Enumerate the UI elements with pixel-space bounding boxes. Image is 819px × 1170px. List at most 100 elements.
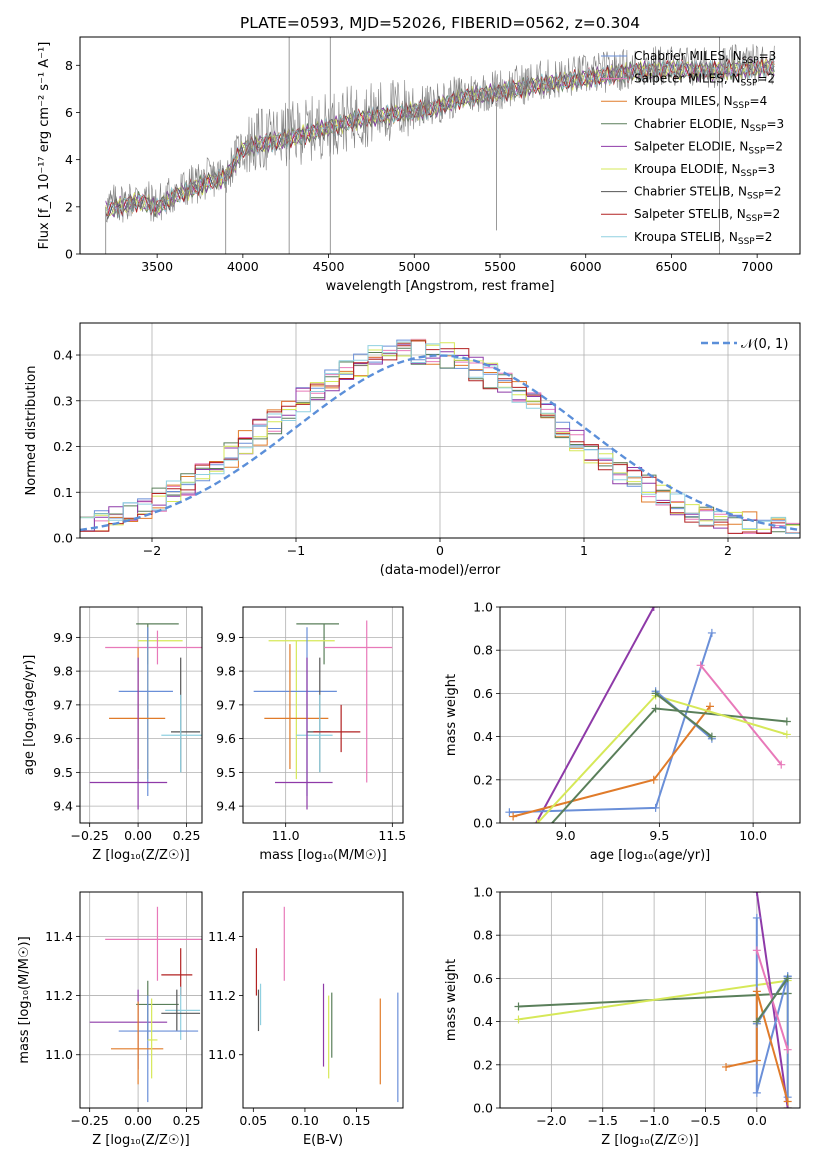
- y-tick-label: 0.4: [53, 348, 73, 363]
- x-tick-label: −2: [143, 543, 161, 558]
- point-marker: [514, 1015, 523, 1024]
- point-marker: [752, 913, 761, 922]
- point-marker: [752, 892, 761, 896]
- legend-label: Kroupa MILES, N: [634, 94, 733, 108]
- y-tick-label: 9.7: [53, 697, 73, 712]
- y-tick-label: 9.8: [216, 664, 236, 679]
- model-line: [105, 57, 775, 218]
- y-tick-label: 0.2: [53, 439, 73, 454]
- point-marker: [706, 702, 714, 711]
- legend-entry: Salpeter MILES, NSSP=2: [634, 72, 775, 89]
- x-axis-label: Z [log₁₀(Z/Z☉)]: [92, 1133, 189, 1148]
- point-marker: [505, 808, 514, 817]
- x-axis-label: wavelength [Angstrom, rest frame]: [326, 279, 555, 294]
- weight_vs_Z-frame: [499, 891, 801, 1109]
- x-tick-label: 5000: [398, 259, 430, 274]
- y-tick-label: 9.4: [216, 799, 236, 814]
- y-tick-label: 11.4: [208, 929, 236, 944]
- x-tick-label: 10.0: [739, 828, 767, 843]
- spectrum-frame: [79, 36, 801, 255]
- legend-entry: Chabrier MILES, NSSP=3: [634, 49, 776, 66]
- y-tick-label: 9.9: [216, 630, 236, 645]
- y-tick-label: 0.2: [473, 1057, 493, 1072]
- point-marker: [651, 704, 660, 713]
- legend-entry: Chabrier STELIB, NSSP=2: [634, 185, 782, 202]
- legend-suffix: =2: [765, 139, 783, 153]
- y-tick-label: 9.5: [216, 765, 236, 780]
- spectrum-axes: 3500 4000 4500 5000 5500 6000 6500 7000 0 2 4 6 8 wav…: [37, 37, 775, 294]
- x-tick-label: 0.10: [291, 1113, 319, 1128]
- y-tick-label: 0.0: [53, 531, 73, 546]
- y-tick-label: 1.0: [473, 885, 493, 900]
- legend-label: Kroupa ELODIE, N: [634, 162, 741, 176]
- legend-label: Chabrier STELIB, N: [634, 185, 747, 199]
- y-axis-label: mass [log₁₀(M/M☉)]: [17, 936, 32, 1063]
- weight_vs_age-axes: 9.0 9.5 10.0 0.0 0.2 0.4 0.6 0.8 1.0 age [log₁₀(a…: [444, 600, 800, 870]
- x-tick-label: 3500: [141, 259, 173, 274]
- weight-series-line: [699, 664, 783, 766]
- y-tick-label: 0.3: [53, 393, 73, 408]
- point-marker: [514, 1002, 523, 1011]
- figure-title: PLATE=0593, MJD=52026, FIBERID=0562, z=0…: [240, 14, 640, 32]
- legend-label: Salpeter ELODIE, N: [634, 139, 748, 153]
- legend-sub: SSP: [738, 237, 755, 247]
- weight_vs_age-frame: [499, 606, 801, 824]
- y-tick-label: 6: [65, 105, 73, 120]
- legend-sub: SSP: [748, 146, 765, 156]
- x-tick-label: 7000: [741, 259, 773, 274]
- y-tick-label: 9.8: [53, 664, 73, 679]
- x-tick-label: 0.25: [173, 828, 201, 843]
- x-tick-label: −1.5: [588, 1113, 618, 1128]
- legend-entry: Salpeter STELIB, NSSP=2: [634, 207, 780, 224]
- mass_vs_Z-frame: [79, 891, 203, 1109]
- point-marker: [783, 974, 792, 983]
- x-tick-label: −0.5: [690, 1113, 720, 1128]
- y-tick-label: 2: [65, 199, 73, 214]
- legend-suffix: =3: [759, 49, 777, 63]
- x-tick-label: 5500: [484, 259, 516, 274]
- mass_vs_ebv-axes: 0.05 0.10 0.15 11.0 11.2 11.4 E(B-V): [208, 906, 399, 1148]
- point-marker: [651, 803, 660, 812]
- y-tick-label: 9.5: [53, 765, 73, 780]
- point-marker: [520, 841, 528, 849]
- y-axis-label: age [log₁₀(age/yr)]: [22, 655, 37, 776]
- point-marker: [509, 862, 517, 870]
- point-marker: [777, 760, 786, 769]
- data-spectrum-line: [105, 44, 775, 223]
- point-marker: [752, 1056, 761, 1065]
- residuals-axes: −2 −1 0 1 2 0.0 0.1 0.2 0.3 0.4 (data-model)/error…: [24, 323, 800, 578]
- x-tick-label: −0.25: [71, 828, 109, 843]
- x-tick-label: −0.25: [71, 1113, 109, 1128]
- legend-label: Chabrier MILES, N: [634, 49, 742, 63]
- x-tick-label: 0: [436, 543, 444, 558]
- x-axis-label: (data-model)/error: [380, 563, 501, 578]
- weight_vs_Z-axes: −2.0 −1.5 −1.0 −0.5 0.0 0.0 0.2 0.4 0.6 0.8 1.0 Z […: [444, 885, 800, 1148]
- legend-sub: SSP: [741, 169, 758, 179]
- legend-entry: Kroupa MILES, NSSP=4: [634, 94, 767, 111]
- y-tick-label: 0.2: [473, 772, 493, 787]
- point-marker: [533, 819, 542, 823]
- legend-suffix: =2: [755, 230, 773, 244]
- legend-label: Kroupa STELIB, N: [634, 230, 738, 244]
- age_vs_Z-axes: −0.25 0.00 0.25 9.4 9.5 9.6 9.7 9.8 9.9 Z [log₁₀(…: [22, 607, 202, 863]
- point-marker: [752, 1088, 761, 1097]
- y-tick-label: 0.1: [53, 485, 73, 500]
- y-tick-label: 9.4: [53, 799, 73, 814]
- x-tick-label: 11.0: [272, 828, 300, 843]
- x-tick-label: 9.5: [649, 828, 669, 843]
- x-tick-label: 9.0: [556, 828, 576, 843]
- point-marker: [707, 732, 716, 741]
- weight-series-line: [512, 705, 711, 818]
- y-tick-label: 0.4: [473, 1014, 493, 1029]
- y-tick-label: 11.4: [45, 929, 73, 944]
- y-tick-label: 0: [65, 247, 73, 262]
- histogram-step: [80, 341, 800, 534]
- y-tick-label: 1.0: [473, 600, 493, 615]
- age_vs_mass-frame: [242, 606, 404, 824]
- y-tick-label: 11.0: [45, 1047, 73, 1062]
- point-marker: [649, 607, 658, 611]
- x-tick-label: 2: [724, 543, 732, 558]
- legend-suffix: =4: [750, 94, 768, 108]
- point-marker: [722, 1062, 731, 1071]
